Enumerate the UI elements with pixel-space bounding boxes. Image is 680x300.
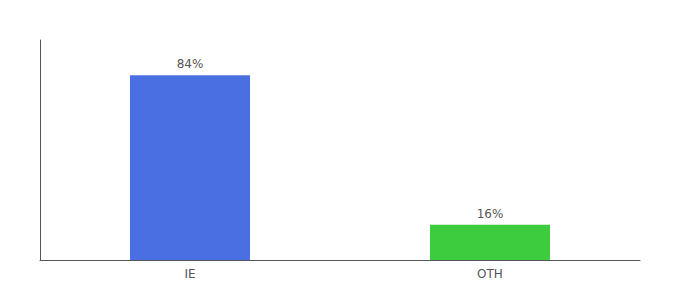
svg-text:IE: IE bbox=[184, 267, 195, 281]
svg-text:16%: 16% bbox=[477, 207, 504, 221]
svg-text:OTH: OTH bbox=[477, 267, 503, 281]
svg-text:84%: 84% bbox=[177, 57, 204, 71]
